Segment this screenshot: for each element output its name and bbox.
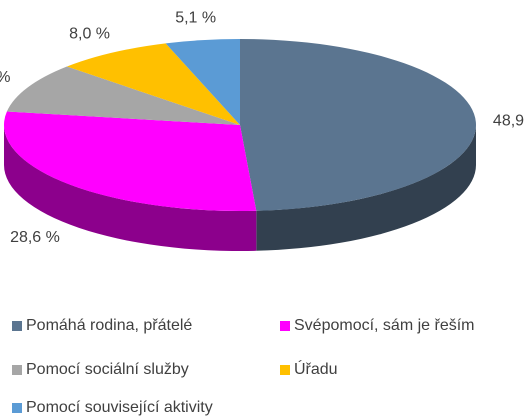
slice: [165, 39, 240, 125]
legend-label: Svépomocí, sám je řeším: [294, 317, 475, 334]
legend-label: Pomáhá rodina, přátelé: [26, 317, 192, 334]
data-label: 5,1 %: [175, 10, 216, 27]
legend-swatch: [12, 403, 22, 413]
slice: [240, 39, 476, 211]
legend-label: Pomocí sociální služby: [26, 361, 189, 378]
legend-swatch: [280, 365, 290, 375]
legend-swatch: [12, 321, 22, 331]
slice: [6, 66, 241, 125]
slice-side: [4, 125, 257, 252]
legend-swatch: [12, 365, 22, 375]
data-label: 48,9 %: [493, 112, 526, 129]
legend-label: Pomocí související aktivity: [26, 399, 213, 416]
legend-label: Úřadu: [294, 359, 338, 378]
legend-swatch: [280, 321, 290, 331]
data-label: 8,0 %: [69, 25, 110, 42]
data-label: 9,4 %: [0, 69, 10, 86]
data-label: 28,6 %: [10, 229, 60, 246]
slice-side: [256, 125, 476, 251]
slice: [4, 111, 257, 211]
slice: [66, 43, 240, 125]
